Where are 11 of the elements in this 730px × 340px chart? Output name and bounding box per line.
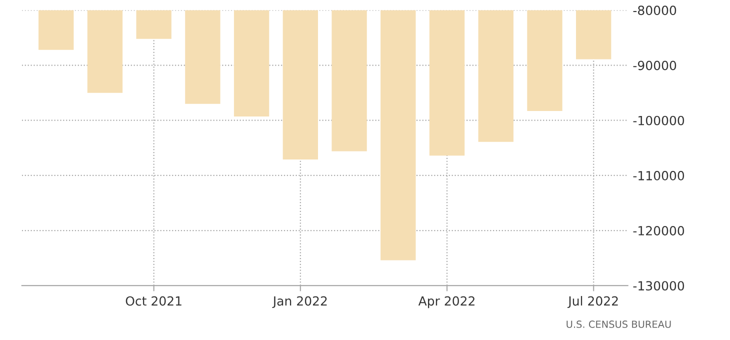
y-tick-label: -130000 <box>633 281 684 291</box>
text: U.S. CENSUS BUREAU <box>566 320 671 328</box>
y-tick-label: -80000 <box>633 6 676 16</box>
y-tick-label: -120000 <box>633 226 684 236</box>
x-tick-label: Apr 2022 <box>418 296 474 308</box>
y-tick-label: -100000 <box>633 116 684 126</box>
y-tick-label: -90000 <box>633 60 676 70</box>
y-tick-label: -110000 <box>633 170 684 180</box>
x-tick-label: Oct 2021 <box>126 296 182 306</box>
x-tick-label: Jul 2022 <box>568 296 618 308</box>
x-tick-label: Jan 2022 <box>272 296 327 308</box>
